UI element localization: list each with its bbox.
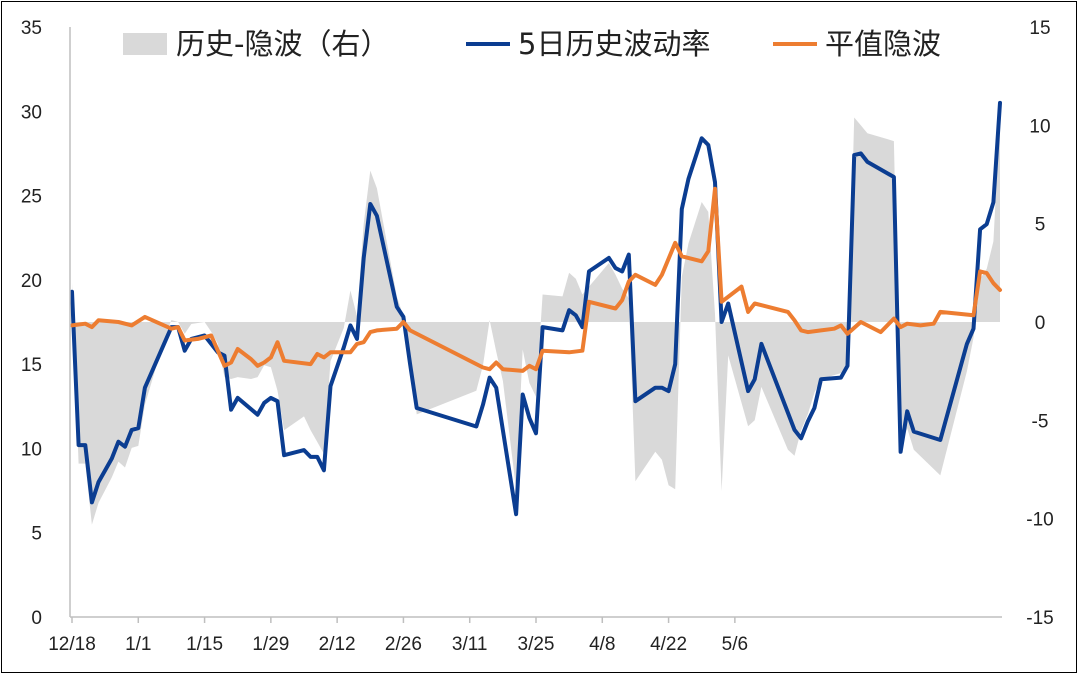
- x-tick-label: 5/6: [722, 634, 748, 655]
- y-left-tick-label: 5: [31, 524, 42, 545]
- x-tick-label: 2/26: [385, 634, 422, 655]
- x-tick-label: 12/18: [48, 634, 96, 655]
- y-right-tick-label: -10: [1026, 510, 1053, 531]
- y-left-tick-label: 35: [21, 18, 42, 39]
- y-left-tick-label: 30: [21, 102, 42, 123]
- legend-label-spread: 历史-隐波（右）: [176, 27, 389, 61]
- legend-label-hv: 5日历史波动率: [518, 27, 710, 61]
- x-tick-label: 4/22: [650, 634, 687, 655]
- legend-swatch-spread: [123, 33, 167, 55]
- y-right-tick-label: 0: [1035, 313, 1046, 334]
- iv-line: [70, 186, 1002, 373]
- x-tick-label: 4/8: [589, 634, 615, 655]
- y-left-tick-label: 20: [21, 271, 42, 292]
- x-tick-label: 2/12: [319, 634, 356, 655]
- x-tick-label: 1/29: [252, 634, 289, 655]
- line-layer: [70, 100, 1002, 517]
- y-left-tick-label: 10: [21, 439, 42, 460]
- y-right-tick-label: -15: [1026, 608, 1053, 629]
- x-tick-label: 3/25: [518, 634, 555, 655]
- y-left-tick-label: 15: [21, 355, 42, 376]
- x-tick-label: 1/1: [125, 634, 151, 655]
- y-right-tick-label: -5: [1032, 411, 1049, 432]
- legend: 历史-隐波（右） 5日历史波动率 平值隐波: [123, 27, 941, 61]
- y-left-tick-label: 25: [21, 187, 42, 208]
- legend-label-iv: 平值隐波: [825, 27, 941, 61]
- axis-layer: 0 5 10 15 20 25 30 35 -15 -10 -5 0 5 10 15 12/18 1/1 1/15…: [21, 18, 1054, 655]
- x-tick-label: 3/11: [452, 634, 488, 655]
- y-right-tick-label: 5: [1035, 215, 1046, 236]
- y-left-tick-label: 0: [31, 608, 42, 629]
- x-tick-label: 1/15: [186, 634, 223, 655]
- y-right-tick-label: 15: [1029, 18, 1050, 39]
- y-right-tick-label: 10: [1029, 116, 1050, 137]
